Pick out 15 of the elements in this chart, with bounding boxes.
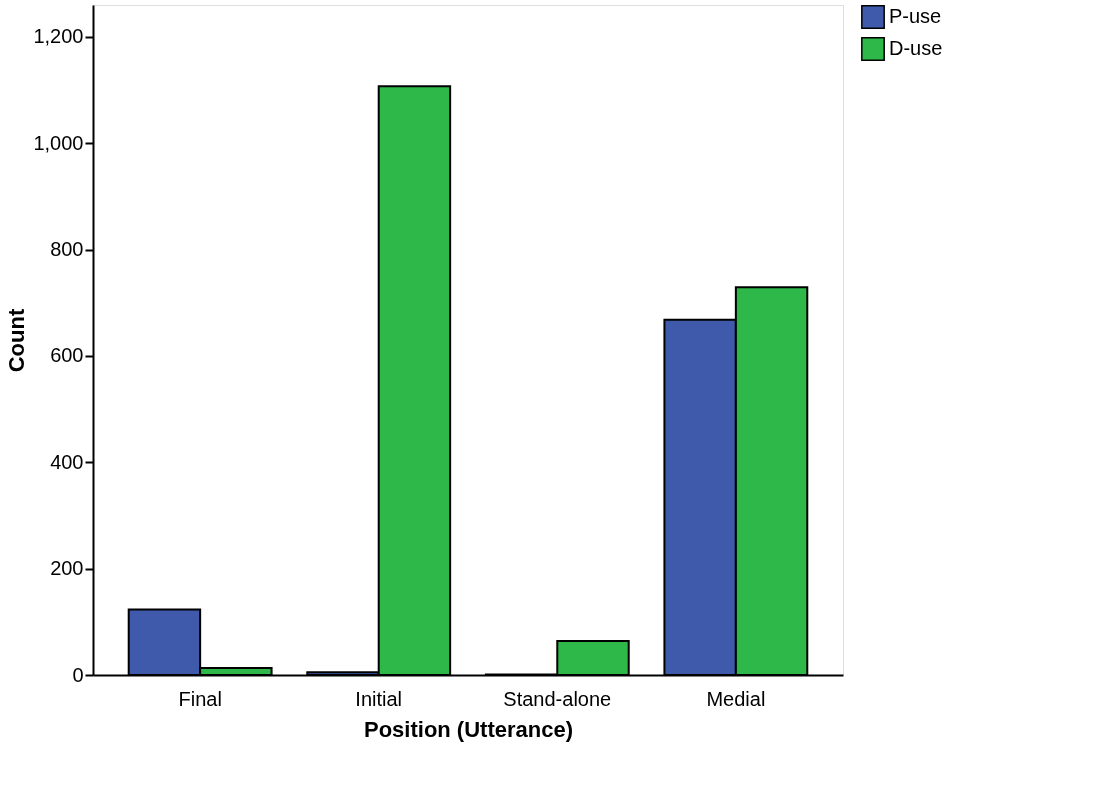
- x-axis-title: Position (Utterance): [363, 716, 574, 742]
- y-tick-label: 400: [50, 450, 84, 473]
- x-tick-label: Initial: [355, 687, 403, 710]
- y-tick-label: 800: [50, 238, 84, 261]
- y-tick-label: 0: [72, 663, 84, 686]
- x-tick-label: Medial: [706, 687, 766, 710]
- y-tick-label: 200: [50, 557, 84, 580]
- legend-label: P-use: [889, 5, 942, 27]
- y-tick-label: 600: [50, 344, 84, 367]
- y-tick-label: 1,200: [33, 25, 84, 48]
- x-tick-label: Final: [178, 687, 222, 710]
- y-tick-label: 1,000: [33, 131, 84, 154]
- x-tick-label: Stand-alone: [503, 687, 612, 710]
- y-axis-title: Count: [4, 308, 30, 373]
- legend-label: D-use: [889, 37, 943, 59]
